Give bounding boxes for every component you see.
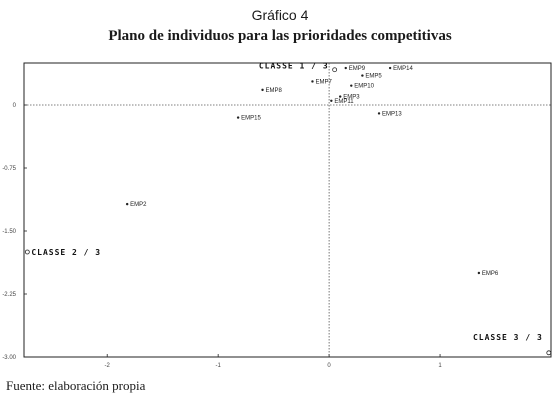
point-label: EMP3 <box>343 95 360 101</box>
class-marker <box>24 249 30 255</box>
class-label: CLASSE 1 / 3 <box>259 62 329 71</box>
y-tick-label: -1.50 <box>2 229 16 235</box>
point-label: EMP2 <box>130 202 147 208</box>
point-label: EMP8 <box>266 88 283 94</box>
chart-subtitle: Plano de individuos para las prioridades… <box>108 28 452 44</box>
point-label: EMP10 <box>354 84 374 90</box>
data-point <box>344 66 347 70</box>
y-tick-label: -3.00 <box>2 355 16 361</box>
x-axis-ticks: -2 -1 0 1 <box>105 354 442 369</box>
point-label: EMP11 <box>334 99 354 105</box>
class-marker <box>332 67 338 73</box>
data-point <box>261 88 264 92</box>
data-point <box>388 66 392 70</box>
point-label: EMP5 <box>365 74 382 80</box>
data-point <box>125 202 129 206</box>
data-point <box>377 112 381 115</box>
data-point <box>361 74 364 77</box>
data-point <box>477 271 481 275</box>
x-tick-label: 1 <box>438 363 442 369</box>
data-point <box>330 99 333 103</box>
point-label: EMP7 <box>315 79 332 85</box>
x-tick-label: -1 <box>215 363 221 369</box>
source-note: Fuente: elaboración propia <box>6 378 146 393</box>
point-label: EMP9 <box>349 66 366 72</box>
x-tick-label: 0 <box>327 363 331 369</box>
data-point <box>339 95 342 98</box>
class-label: CLASSE 2 / 3 <box>31 248 101 257</box>
point-label: EMP6 <box>482 271 499 277</box>
plot-frame <box>23 62 552 358</box>
y-tick-label: -0.75 <box>2 166 16 172</box>
chart-title: Gráfico 4 <box>252 7 309 23</box>
data-point <box>236 116 240 119</box>
class-label: CLASSE 3 / 3 <box>473 333 543 342</box>
reference-lines <box>24 63 551 357</box>
data-point <box>311 80 314 83</box>
y-tick-label: -2.25 <box>2 292 16 298</box>
point-label: EMP13 <box>382 111 402 117</box>
data-point <box>350 84 353 87</box>
point-label: EMP15 <box>241 116 261 122</box>
class-labels: CLASSE 1 / 3 CLASSE 2 / 3 CLASSE 3 / 3 <box>24 62 552 356</box>
point-label: EMP14 <box>393 66 413 72</box>
x-tick-label: -2 <box>105 363 111 369</box>
y-tick-label: 0 <box>13 103 17 109</box>
class-marker <box>546 350 552 356</box>
y-axis-ticks: 0 -0.75 -1.50 -2.25 -3.00 <box>2 103 27 361</box>
